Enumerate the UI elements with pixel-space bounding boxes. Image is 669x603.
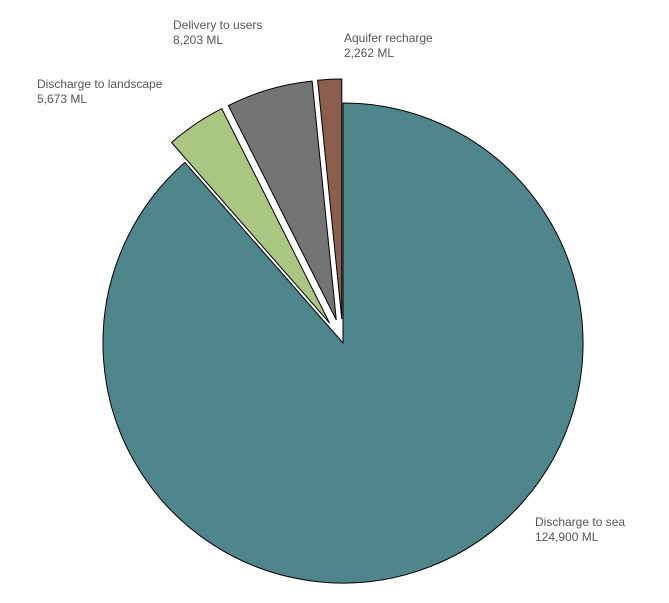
label-discharge-to-sea: Discharge to sea <box>535 515 625 529</box>
label-aquifer-recharge: Aquifer recharge <box>344 31 433 45</box>
value-discharge-to-sea: 124,900 ML <box>535 530 599 544</box>
value-aquifer-recharge: 2,262 ML <box>344 46 394 60</box>
slice-discharge-to-landscape <box>170 108 331 324</box>
label-delivery-to-users: Delivery to users <box>173 18 262 32</box>
slice-aquifer-recharge <box>317 78 343 320</box>
label-discharge-to-landscape: Discharge to landscape <box>37 77 163 91</box>
slice-discharge-to-sea <box>102 102 584 584</box>
value-discharge-to-landscape: 5,673 ML <box>37 92 87 106</box>
pie-slices <box>102 78 584 584</box>
value-delivery-to-users: 8,203 ML <box>173 33 223 47</box>
slice-delivery-to-users <box>227 80 337 321</box>
